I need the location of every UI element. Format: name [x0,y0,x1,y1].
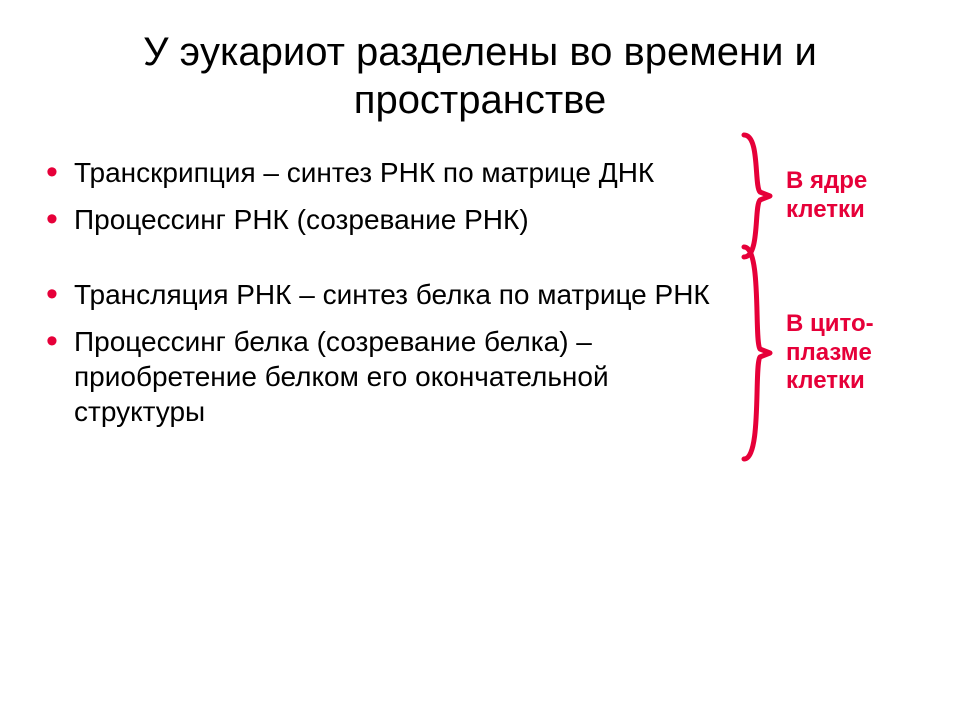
brace-wrap-cytoplasm: В цито-плазме клетки [740,277,936,429]
slide: У эукариот разделены во времени и простр… [0,0,960,720]
bullet-list-cytoplasm: Трансляция РНК – синтез белка по матрице… [40,277,720,429]
group-label-cytoplasm: В цито-плазме клетки [786,310,936,396]
brace-wrap-nucleus: В ядре клетки [740,155,936,237]
list-item: Трансляция РНК – синтез белка по матрице… [40,277,720,312]
bullet-list-nucleus: Транскрипция – синтез РНК по матрице ДНК… [40,155,720,237]
list-item: Процессинг РНК (созревание РНК) [40,202,720,237]
brace-icon [740,131,774,261]
list-item: Процессинг белка (созревание белка) – пр… [40,324,720,429]
group-label-nucleus: В ядре клетки [786,167,936,225]
list-item: Транскрипция – синтез РНК по матрице ДНК [40,155,720,190]
slide-title: У эукариот разделены во времени и простр… [0,0,960,134]
group-cytoplasm: Трансляция РНК – синтез белка по матрице… [40,277,920,429]
body-area: Транскрипция – синтез РНК по матрице ДНК… [40,155,920,469]
brace-icon [740,243,774,463]
group-nucleus: Транскрипция – синтез РНК по матрице ДНК… [40,155,920,237]
